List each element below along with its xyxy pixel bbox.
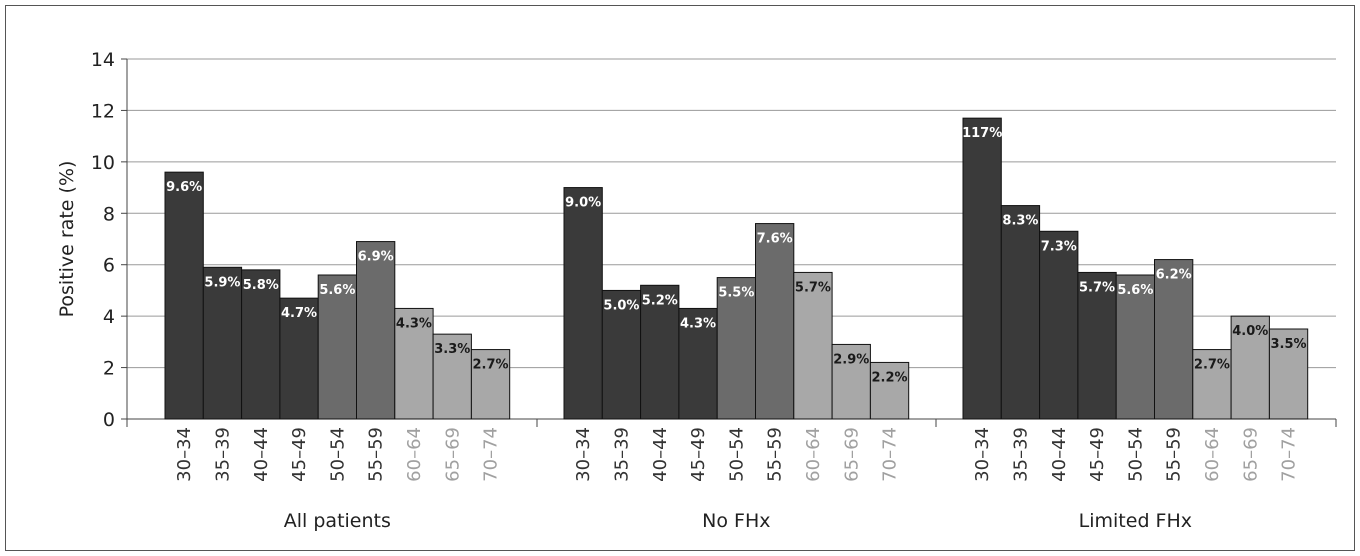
group-label: No FHx	[702, 510, 770, 532]
data-label: 117%	[962, 126, 1002, 141]
bar	[716, 277, 757, 420]
y-tick-label: 6	[103, 255, 115, 277]
bar	[394, 307, 434, 420]
data-label: 5.0%	[603, 298, 639, 313]
y-tick-label: 8	[103, 203, 115, 225]
category-label: 55–59	[765, 427, 786, 482]
bar	[1039, 230, 1079, 420]
bar	[601, 289, 642, 420]
category-label: 30–34	[972, 427, 993, 482]
category-label: 30–34	[573, 427, 594, 482]
category-label: 50–54	[327, 427, 348, 482]
category-label: 70–74	[880, 427, 901, 482]
data-label: 4.3%	[396, 316, 432, 331]
category-label: 60–64	[404, 427, 425, 482]
category-label: 70–74	[481, 427, 502, 482]
data-label: 7.6%	[757, 232, 793, 247]
bar	[317, 274, 358, 420]
category-label: 45–49	[289, 427, 310, 482]
data-label: 5.2%	[642, 293, 678, 308]
bar	[1115, 274, 1155, 420]
category-label: 65–69	[841, 427, 862, 482]
data-label: 5.9%	[204, 275, 240, 290]
data-label: 5.6%	[319, 283, 355, 298]
category-label: 45–49	[1087, 427, 1108, 482]
bar	[241, 269, 281, 420]
category-label: 40–44	[650, 427, 671, 482]
data-label: 4.0%	[1232, 324, 1268, 339]
category-label: 45–49	[688, 427, 709, 482]
bar	[470, 349, 511, 420]
bar	[279, 297, 319, 420]
category-label: 40–44	[251, 427, 272, 482]
bar	[1154, 259, 1194, 420]
y-tick-label: 10	[91, 152, 115, 174]
data-label: 5.7%	[795, 280, 831, 295]
category-label: 35–39	[611, 427, 632, 482]
y-tick-label: 2	[103, 358, 115, 380]
bar	[356, 241, 396, 420]
bar	[678, 307, 718, 420]
data-label: 9.0%	[565, 196, 601, 211]
category-label: 70–74	[1279, 427, 1300, 482]
data-label: 2.9%	[833, 352, 869, 367]
bar	[962, 117, 1002, 420]
category-label: 50–54	[726, 427, 747, 482]
category-label: 65–69	[442, 427, 463, 482]
data-label: 2.7%	[473, 358, 509, 373]
data-label: 5.7%	[1079, 280, 1115, 295]
bar	[563, 187, 603, 420]
data-label: 6.9%	[358, 250, 394, 265]
data-label: 5.5%	[718, 286, 754, 301]
data-label: 5.8%	[243, 278, 279, 293]
data-label: 3.5%	[1271, 337, 1307, 352]
bar	[1268, 328, 1309, 420]
data-label: 5.6%	[1117, 283, 1153, 298]
category-label: 65–69	[1240, 427, 1261, 482]
category-label: 40–44	[1049, 427, 1070, 482]
bar	[755, 223, 795, 420]
data-label: 4.7%	[281, 306, 317, 321]
y-tick-label: 4	[103, 306, 115, 328]
category-label: 35–39	[1010, 427, 1031, 482]
data-label: 4.3%	[680, 316, 716, 331]
y-tick-label: 12	[91, 100, 115, 122]
bar	[1000, 205, 1041, 420]
bar	[164, 171, 204, 420]
data-label: 8.3%	[1002, 214, 1038, 229]
group-label: All patients	[284, 510, 391, 532]
y-axis-label: Positive rate (%)	[56, 161, 78, 318]
category-label: 60–64	[1202, 427, 1223, 482]
category-label: 55–59	[1164, 427, 1185, 482]
category-label: 35–39	[212, 427, 233, 482]
bar	[1230, 315, 1270, 420]
data-label: 2.2%	[872, 370, 908, 385]
category-label: 55–59	[366, 427, 387, 482]
bar	[1077, 271, 1117, 420]
y-tick-label: 14	[91, 49, 115, 71]
group-label: Limited FHx	[1079, 510, 1192, 532]
bar	[640, 284, 680, 420]
category-label: 50–54	[1125, 427, 1146, 482]
data-label: 3.3%	[434, 342, 470, 357]
bar	[869, 361, 910, 420]
data-label: 2.7%	[1194, 358, 1230, 373]
data-label: 9.6%	[166, 180, 202, 195]
category-label: 60–64	[803, 427, 824, 482]
bar	[831, 343, 871, 420]
data-label: 7.3%	[1041, 239, 1077, 254]
bar	[793, 271, 833, 420]
data-label: 6.2%	[1156, 268, 1192, 283]
y-tick-label: 0	[103, 409, 115, 431]
category-label: 30–34	[174, 427, 195, 482]
